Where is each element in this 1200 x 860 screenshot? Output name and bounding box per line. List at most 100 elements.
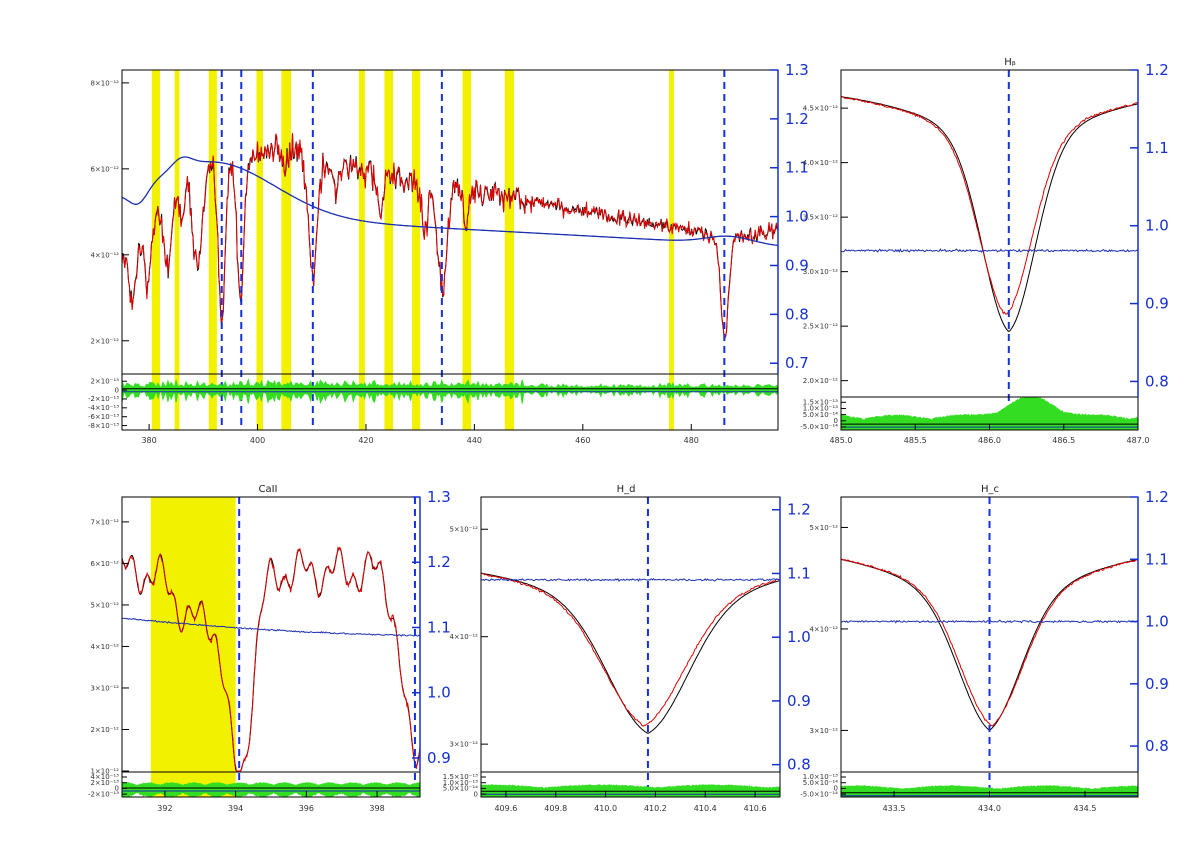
continuum-ratio-line: [121, 617, 421, 637]
continuum-ratio-line: [840, 248, 1139, 253]
y2-tick-label-1: 0.8: [785, 305, 809, 323]
panel-title-caii: CaII: [258, 484, 277, 495]
panel-title-h-gamma: H_c: [981, 484, 999, 495]
mask-band-0: [150, 497, 236, 797]
mask-band-5: [358, 70, 365, 430]
residual-panel: [121, 782, 421, 798]
spectrum-curves: [840, 96, 1139, 333]
mask-band-0: [151, 70, 160, 430]
caii-panel: CaII 392 394 396 398 1×10⁻¹² 2×10⁻¹² 3×10⁻¹² 4×…: [88, 484, 451, 813]
mask-band-2: [208, 70, 217, 430]
y2-tick-label-4: 1.2: [1145, 488, 1169, 506]
y2-tick-label-0: 0.8: [787, 756, 811, 774]
resid-tick-label-0: 1.5×10⁻¹³: [803, 399, 838, 407]
y-tick-label-0: 1×10⁻¹²: [90, 768, 119, 776]
y2-tick-label-3: 1.0: [785, 208, 809, 226]
x-tick-label-2: 486.0: [978, 436, 1001, 445]
resid-tick-label-2: 5.0×10⁻¹⁴: [803, 411, 838, 419]
resid-tick-label-2: 5.0×10⁻¹⁴: [443, 785, 478, 793]
x-tick-label-0: 485.0: [830, 436, 853, 445]
y-tick-label-2: 6×10⁻¹²: [90, 165, 119, 173]
x-tick-label-3: 440: [467, 436, 482, 445]
panel-title-h-delta: H_d: [617, 484, 636, 495]
observed-spectrum-line: [840, 96, 1139, 333]
y-tick-label-3: 4×10⁻¹²: [90, 643, 119, 651]
y-tick-label-1: 4×10⁻¹²: [90, 251, 119, 259]
y2-tick-label-3: 1.1: [1145, 550, 1169, 568]
x-tick-label-1: 409.8: [544, 804, 567, 813]
plot-frame: [121, 69, 779, 431]
resid-tick-label-3: -2×10⁻¹³: [88, 790, 119, 798]
y-tick-label-5: 6×10⁻¹²: [90, 560, 119, 568]
residual-band: [121, 782, 421, 798]
y2-tick-label-4: 1.2: [787, 501, 811, 519]
y2-tick-label-0: 0.7: [785, 354, 809, 372]
model-spectrum-line: [840, 96, 1139, 315]
x-tick-label-4: 460: [575, 436, 590, 445]
residual-panel: [121, 378, 779, 405]
mask-band-10: [669, 70, 674, 430]
resid-tick-label-4: -5.0×10⁻¹⁴: [800, 423, 838, 431]
y2-tick-label-5: 1.2: [785, 110, 809, 128]
y2-tick-label-1: 0.9: [1145, 675, 1169, 693]
panel-frame: [480, 496, 781, 798]
y2-tick-label-3: 1.1: [1145, 139, 1169, 157]
y2-tick-label-0: 0.8: [1145, 737, 1169, 755]
x-tick-label-1: 434.0: [978, 804, 1001, 813]
y2-tick-label-1: 1.0: [427, 684, 451, 702]
mask-band-6: [384, 70, 394, 430]
h-delta-panel: H_d 409.6 409.8 410.0 410.2 410.4 410.6 3×10⁻¹…: [443, 484, 811, 813]
axis-ticks: 380 400 420 440 460 480 2×10⁻¹² 4×10⁻¹² 6×10⁻¹² 8…: [88, 61, 809, 445]
x-tick-label-1: 394: [228, 804, 243, 813]
resid-tick-label-2: 0: [834, 785, 838, 793]
x-tick-label-0: 392: [157, 804, 172, 813]
x-tick-label-0: 409.6: [494, 804, 517, 813]
x-tick-label-0: 380: [141, 436, 156, 445]
mask-bands: [150, 497, 236, 797]
y2-tick-label-1: 0.9: [1145, 295, 1169, 313]
mask-band-8: [462, 70, 472, 430]
x-tick-label-2: 420: [358, 436, 373, 445]
resid-tick-label-1: 1.0×10⁻¹³: [443, 779, 478, 787]
resid-tick-label-1: 5.0×10⁻¹⁴: [803, 779, 838, 787]
axis-ticks: 409.6 409.8 410.0 410.2 410.4 410.6 3×10⁻¹² 4×1…: [443, 501, 811, 813]
mask-band-7: [412, 70, 421, 430]
spectrum-curves: [121, 133, 778, 340]
y-tick-label-3: 3.5×10⁻¹²: [803, 214, 838, 222]
model-spectrum-line: [840, 558, 1139, 727]
y-tick-label-2: 5×10⁻¹²: [809, 524, 838, 532]
resid-tick-label-0: 2×10⁻¹³: [90, 377, 119, 385]
mask-band-4: [281, 70, 292, 430]
y2-tick-label-4: 1.2: [1145, 61, 1169, 79]
y2-tick-label-4: 1.1: [785, 159, 809, 177]
y-tick-label-3: 8×10⁻¹²: [90, 79, 119, 87]
y2-tick-label-6: 1.3: [785, 61, 809, 79]
y2-tick-label-4: 1.3: [427, 488, 451, 506]
resid-tick-label-0: 1.5×10⁻¹³: [443, 773, 478, 781]
x-tick-label-1: 485.5: [904, 436, 927, 445]
resid-tick-label-0: 1.0×10⁻¹³: [803, 773, 838, 781]
panel-frame: [121, 69, 779, 431]
y-tick-label-1: 2×10⁻¹²: [90, 726, 119, 734]
spectrum-curves: [480, 572, 781, 734]
h-beta-panel: Hᵦ 485.0 485.5 486.0 486.5 487.0 2.0×10⁻¹² 2.5…: [800, 57, 1169, 445]
y2-tick-label-2: 0.9: [785, 256, 809, 274]
y-tick-label-0: 3×10⁻¹²: [809, 727, 838, 735]
resid-tick-label-3: 0: [834, 417, 838, 425]
y2-tick-label-2: 1.0: [1145, 613, 1169, 631]
model-spectrum-line: [121, 546, 421, 772]
y-tick-label-2: 3.0×10⁻¹²: [803, 268, 838, 276]
y2-tick-label-2: 1.0: [1145, 217, 1169, 235]
plot-frame: [480, 496, 781, 798]
axis-ticks: 433.5 434.0 434.5 3×10⁻¹² 4×10⁻¹² 5×10⁻¹² 0.8 0…: [800, 488, 1169, 813]
axis-ticks: 392 394 396 398 1×10⁻¹² 2×10⁻¹² 3×10⁻¹² 4×10⁻¹²…: [88, 488, 451, 813]
y-tick-label-1: 2.5×10⁻¹²: [803, 323, 838, 331]
mask-band-9: [504, 70, 514, 430]
resid-tick-label-3: -4×10⁻¹³: [88, 404, 119, 412]
resid-tick-label-3: 0: [474, 790, 478, 798]
y-tick-label-0: 3×10⁻¹²: [449, 741, 478, 749]
x-tick-label-0: 433.5: [883, 804, 906, 813]
x-tick-label-5: 480: [684, 436, 699, 445]
y-tick-label-2: 3×10⁻¹²: [90, 684, 119, 692]
